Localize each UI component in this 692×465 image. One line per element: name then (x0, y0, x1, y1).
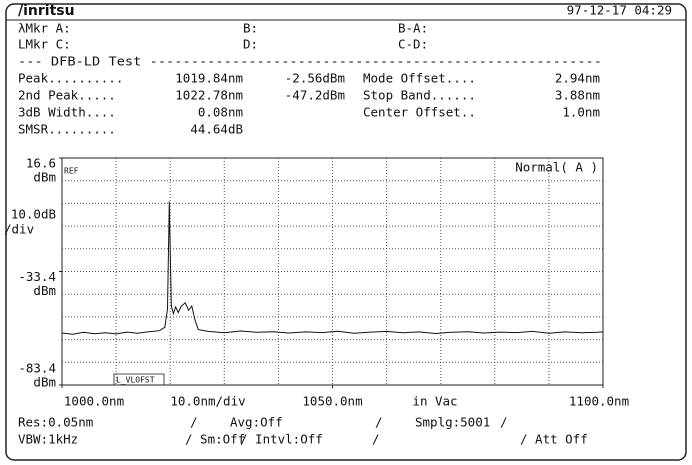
spectrum-plot: 16.6dBm-33.4dBm-83.4dBm10.0dB/div1000.0n… (4, 156, 629, 409)
result-cell: Mode Offset.... (363, 71, 476, 86)
marker: B: (243, 21, 258, 36)
result-cell: Stop Band...... (363, 88, 476, 103)
marker: LMkr C: (18, 37, 71, 52)
x-tick-label: 1000.0nm (64, 394, 124, 409)
logo: /inritsu (18, 3, 75, 19)
result-cell: -2.56dBm (285, 71, 345, 86)
y-unit: dBm (33, 375, 56, 390)
result-cell: -47.2dBm (285, 88, 345, 103)
marker: λMkr A: (18, 21, 71, 36)
offset-box (113, 373, 165, 386)
setting: VBW:1kHz (18, 432, 78, 447)
setting: Res:0.05nm (18, 415, 93, 430)
x-note: in Vac (412, 394, 457, 409)
setting: / Intvl:Off (240, 432, 323, 447)
trace (61, 201, 604, 335)
result-cell: 1022.78nm (175, 88, 243, 103)
result-cell: 0.08nm (198, 105, 243, 120)
marker: D: (243, 37, 258, 52)
setting: Avg:Off (230, 415, 283, 430)
setting: / (190, 415, 198, 430)
marker: C-D: (398, 37, 428, 52)
result-cell: Center Offset.. (363, 105, 476, 120)
result-cell: 44.64dB (190, 122, 243, 137)
x-scale: 10.0nm/div (170, 394, 245, 409)
setting: Smplg:5001 (415, 415, 490, 430)
result-cell: 2nd Peak..... (18, 88, 116, 103)
result-cell: 1.0nm (562, 105, 600, 120)
test-results: Peak.......... 1019.84nm -2.56dBm 2nd Peak.… (18, 71, 600, 137)
offset-label: L_VLOFST (116, 376, 155, 385)
y-unit: dBm (33, 283, 56, 298)
setting: / (375, 415, 383, 430)
settings: Res:0.05nm / Avg:Off / Smplg:5001 / VBW:1kHz / … (18, 415, 588, 447)
result-cell: 3dB Width.... (18, 105, 116, 120)
setting: / Att Off (520, 432, 588, 447)
result-cell: 3.88nm (555, 88, 600, 103)
result-cell: SMSR......... (18, 122, 116, 137)
datetime: 97-12-17 04:29 (567, 3, 672, 18)
result-cell: Peak.......... (18, 71, 123, 86)
ref-label: REF (64, 167, 79, 176)
setting: / (372, 432, 380, 447)
y-tick-label: -83.4 (18, 361, 56, 376)
setting: / Sm:Off (185, 432, 245, 447)
marker: B-A: (398, 21, 428, 36)
y-tick-label: 16.6 (26, 156, 56, 171)
mode-label: Normal( A ) (515, 160, 598, 175)
test-title: --- DFB-LD Test ------------------------… (18, 54, 602, 69)
scale-unit: /div (4, 222, 34, 237)
x-tick-label: 1050.0nm (302, 394, 362, 409)
y-tick-label: -33.4 (18, 269, 56, 284)
setting: / (500, 415, 508, 430)
scale: 10.0dB (11, 207, 56, 222)
result-cell: 1019.84nm (175, 71, 243, 86)
result-cell: 2.94nm (555, 71, 600, 86)
y-unit: dBm (33, 170, 56, 185)
x-tick-label: 1100.0nm (569, 394, 629, 409)
frame (5, 3, 687, 461)
